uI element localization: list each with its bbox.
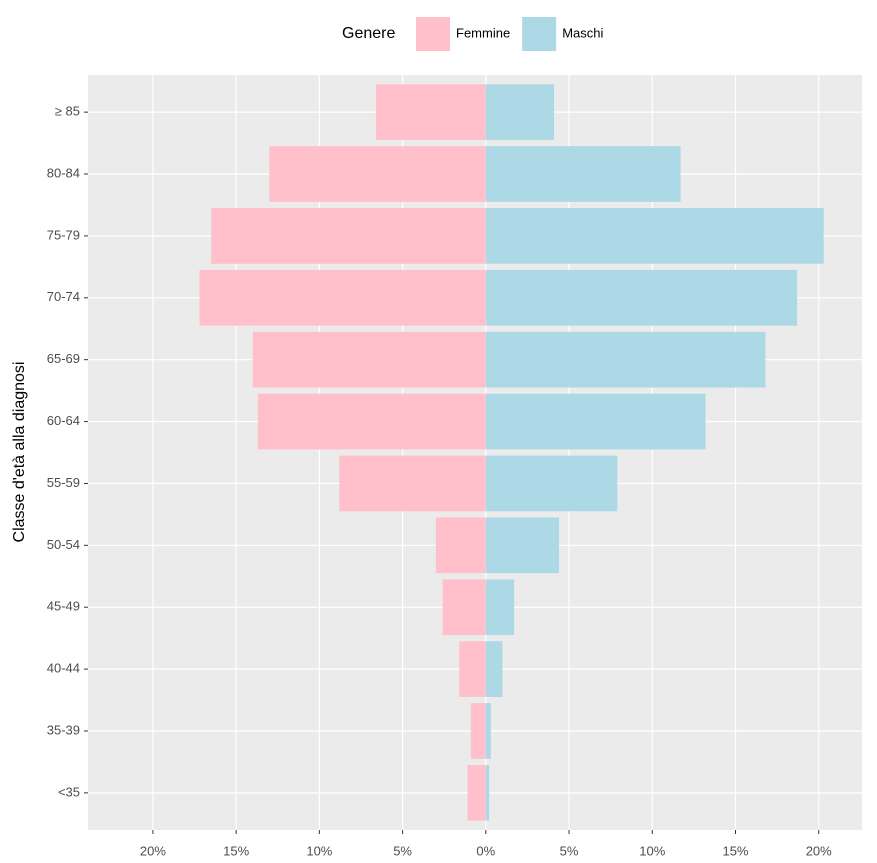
- x-tick-label: 15%: [223, 843, 249, 858]
- y-axis-title: Classe d'età alla diagnosi: [11, 362, 28, 543]
- x-tick-label: 15%: [722, 843, 748, 858]
- legend-key: [416, 17, 450, 51]
- bar: [485, 455, 618, 512]
- legend-title: Genere: [342, 25, 395, 42]
- bar: [375, 84, 486, 140]
- bar: [211, 208, 486, 264]
- bar: [485, 641, 503, 697]
- bar: [485, 84, 555, 140]
- bar: [485, 208, 824, 264]
- bar: [485, 393, 706, 450]
- x-tick-label: 20%: [806, 843, 832, 858]
- x-tick-label: 5%: [393, 843, 412, 858]
- y-tick-label: 45-49: [47, 599, 80, 614]
- x-tick-label: 10%: [639, 843, 665, 858]
- y-tick-label: 65-69: [47, 351, 80, 366]
- bar: [442, 579, 486, 636]
- legend-label: Femmine: [456, 25, 510, 40]
- bar: [485, 765, 490, 821]
- bar: [339, 455, 486, 512]
- y-tick-label: 35-39: [47, 722, 80, 737]
- bar: [485, 703, 491, 759]
- x-tick-label: 5%: [560, 843, 579, 858]
- y-tick-label: 50-54: [47, 537, 80, 552]
- y-tick-label: 40-44: [47, 661, 80, 676]
- bar: [257, 393, 486, 450]
- bar: [269, 146, 486, 202]
- y-tick-label: 80-84: [47, 165, 80, 180]
- bar: [459, 641, 486, 697]
- bar: [485, 579, 515, 636]
- bar: [435, 517, 486, 574]
- y-tick-label: <35: [58, 784, 80, 799]
- legend-label: Maschi: [562, 25, 603, 40]
- x-tick-label: 10%: [306, 843, 332, 858]
- y-tick-label: 55-59: [47, 475, 80, 490]
- bar: [467, 765, 486, 821]
- y-tick-label: ≥ 85: [55, 104, 80, 119]
- y-tick-label: 60-64: [47, 413, 80, 428]
- bar: [199, 269, 486, 326]
- bar: [485, 269, 798, 326]
- x-tick-label: 0%: [476, 843, 495, 858]
- y-tick-label: 75-79: [47, 227, 80, 242]
- legend-key: [522, 17, 557, 51]
- y-tick-label: 70-74: [47, 289, 80, 304]
- bar: [485, 146, 681, 202]
- x-tick-label: 20%: [140, 843, 166, 858]
- bar: [485, 331, 766, 388]
- bar: [485, 517, 560, 574]
- bar: [470, 703, 486, 759]
- bar: [252, 331, 486, 388]
